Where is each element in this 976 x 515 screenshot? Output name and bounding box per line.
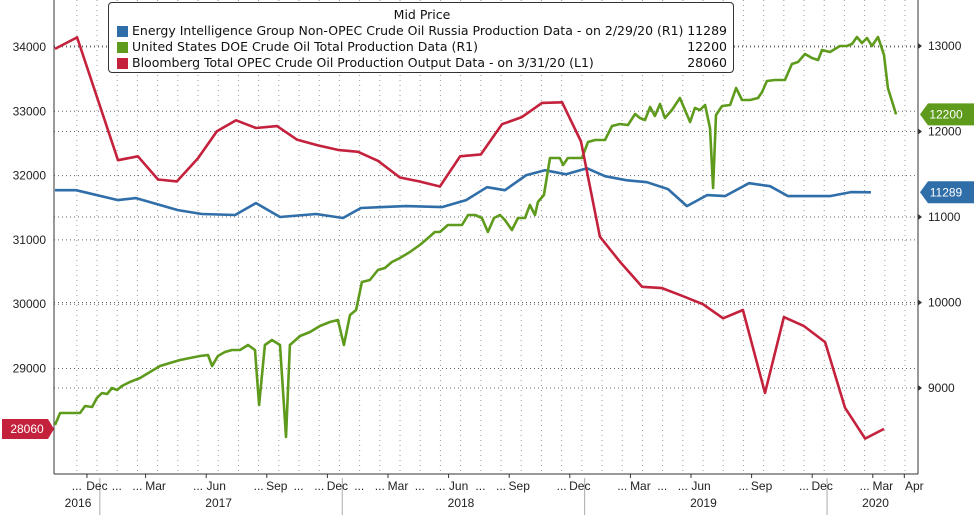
month-tick-label: ... — [738, 479, 748, 493]
tick-arrow-icon — [918, 214, 922, 220]
month-tick-label: Dec — [327, 479, 348, 493]
legend-label: United States DOE Crude Oil Total Produc… — [132, 39, 478, 54]
month-tick-label: ... — [557, 479, 567, 493]
month-tick-label: Jun — [207, 479, 226, 493]
month-tick-label: Dec — [812, 479, 833, 493]
legend-title: Mid Price — [393, 7, 451, 22]
last-value-tag — [2, 418, 54, 439]
year-tick-label: 2017 — [205, 496, 232, 510]
legend: Mid Price Energy Intelligence Group Non-… — [108, 2, 734, 73]
left-tick-label: 34000 — [13, 40, 47, 54]
month-tick-label: ... — [354, 479, 364, 493]
legend-item-us: United States DOE Crude Oil Total Produc… — [117, 39, 727, 55]
series-lines — [53, 35, 898, 440]
left-tick-label: 29000 — [13, 362, 47, 376]
month-tick-label: Dec — [569, 479, 590, 493]
us-production-line — [53, 35, 898, 439]
month-tick-label: ... — [496, 479, 506, 493]
axes — [53, 0, 922, 515]
month-tick-label: ... — [475, 479, 485, 493]
month-tick-label: ... — [72, 479, 82, 493]
month-tick-label: Dec — [86, 479, 107, 493]
month-tick-label: Mar — [872, 479, 893, 493]
month-tick-label: Sep — [751, 479, 773, 493]
month-tick-label: ... — [678, 479, 688, 493]
legend-value: 11289 — [687, 23, 727, 38]
right-tick-label: 10000 — [928, 296, 962, 310]
left-tick-label: 30000 — [13, 297, 47, 311]
month-tick-label: ... — [860, 479, 870, 493]
legend-label: Bloomberg Total OPEC Crude Oil Productio… — [132, 55, 594, 70]
opec-production-line — [54, 36, 885, 440]
left-tick-label: 32000 — [13, 169, 47, 183]
month-tick-label: ... — [415, 479, 425, 493]
tick-arrow-icon — [918, 43, 922, 49]
legend-value: 12200 — [687, 39, 727, 54]
left-tick-label: 33000 — [13, 104, 47, 118]
month-tick-label: ... — [294, 479, 304, 493]
month-tick-label: Mar — [388, 479, 409, 493]
month-tick-label: ... — [254, 479, 264, 493]
month-tick-label: ... — [132, 479, 142, 493]
last-value-label: 28060 — [10, 422, 44, 436]
legend-value: 28060 — [687, 55, 727, 70]
last-value-label: 12200 — [929, 107, 963, 121]
month-tick-label: ... — [799, 479, 809, 493]
month-tick-label: Mar — [145, 479, 166, 493]
right-tick-label: 13000 — [928, 39, 962, 53]
tick-arrow-icon — [918, 385, 922, 391]
right-tick-label: 9000 — [928, 381, 955, 395]
month-tick-label: ... — [657, 479, 667, 493]
last-value-label: 11289 — [930, 185, 963, 199]
legend-swatch-blue — [117, 25, 128, 37]
left-tick-label: 31000 — [13, 233, 47, 247]
month-tick-label: Mar — [630, 479, 651, 493]
month-tick-label: ... — [617, 479, 627, 493]
month-tick-label: Apr — [905, 479, 924, 493]
last-value-tag — [920, 103, 974, 126]
axis-labels: 29000 30000 31000 32000 33000 34000 9000 10000 1… — [2, 39, 974, 510]
month-tick-label: ... — [112, 479, 122, 493]
year-tick-label: 2018 — [448, 496, 475, 510]
right-tick-label: 12000 — [928, 125, 962, 139]
year-tick-label: 2016 — [65, 496, 92, 510]
right-tick-label: 11000 — [928, 210, 961, 224]
month-tick-label: Jun — [691, 479, 710, 493]
month-tick-label: Sep — [509, 479, 531, 493]
russia-production-line — [55, 167, 871, 220]
legend-swatch-red — [117, 57, 128, 69]
month-tick-label: ... — [435, 479, 445, 493]
tick-arrow-icon — [918, 128, 922, 135]
month-tick-label: Jun — [449, 479, 468, 493]
legend-label: Energy Intelligence Group Non-OPEC Crude… — [132, 23, 684, 38]
legend-item-russia: Energy Intelligence Group Non-OPEC Crude… — [117, 23, 727, 39]
year-tick-label: 2019 — [690, 496, 717, 510]
year-tick-label: 2020 — [862, 496, 889, 510]
month-tick-label: Sep — [266, 479, 288, 493]
last-value-tag — [920, 181, 974, 204]
legend-item-opec: Bloomberg Total OPEC Crude Oil Productio… — [117, 55, 727, 71]
month-tick-label: ... — [314, 479, 324, 493]
month-tick-label: ... — [193, 479, 203, 493]
month-tick-label: ... — [375, 479, 385, 493]
legend-swatch-green — [117, 41, 128, 53]
tick-arrow-icon — [918, 299, 922, 306]
